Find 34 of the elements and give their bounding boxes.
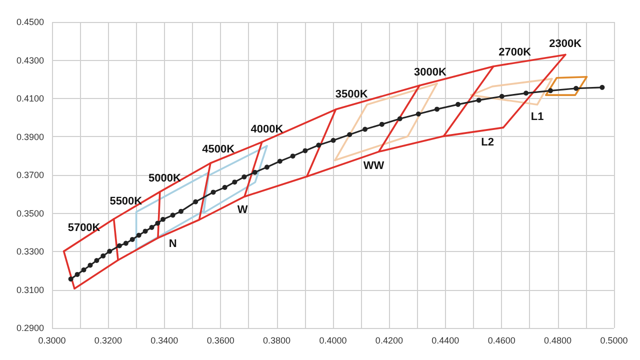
x-tick-label: 0.3400: [150, 336, 178, 346]
annotation: 3000K: [414, 66, 446, 78]
annotation: 2300K: [549, 38, 582, 50]
annotation: 5500K: [110, 195, 142, 208]
y-tick-label: 0.4100: [16, 94, 44, 104]
annotation: 3500K: [335, 88, 368, 101]
annotation: L1: [530, 111, 544, 124]
y-tick-label: 0.3500: [16, 208, 44, 218]
annotation: WW: [363, 160, 385, 172]
x-tick-label: 0.5000: [600, 336, 628, 346]
x-tick-label: 0.4400: [432, 336, 460, 346]
x-tick-label: 0.3000: [38, 336, 66, 346]
annotation: W: [237, 204, 248, 216]
annotation: 2700K: [498, 46, 532, 58]
x-tick-label: 0.4000: [319, 336, 347, 346]
y-tick-label: 0.3900: [16, 132, 44, 142]
annotation: 5000K: [148, 172, 181, 185]
y-tick-label: 0.4500: [16, 17, 44, 27]
x-tick-label: 0.3200: [94, 336, 122, 346]
x-tick-label: 0.4800: [544, 336, 572, 346]
annotation: 4000K: [250, 123, 284, 136]
x-tick-label: 0.4600: [488, 336, 516, 346]
annotation: N: [168, 238, 177, 250]
x-tick-label: 0.3800: [263, 336, 291, 346]
annotation: 5700K: [68, 222, 100, 234]
y-tick-label: 0.4300: [16, 55, 44, 66]
annotation: L2: [481, 136, 494, 148]
y-tick-label: 0.3700: [16, 170, 44, 180]
y-tick-label: 0.3300: [16, 246, 44, 256]
x-tick-label: 0.3600: [206, 336, 234, 346]
y-tick-label: 0.2900: [16, 323, 44, 333]
annotation: 4500K: [202, 143, 235, 156]
y-tick-label: 0.3100: [16, 284, 44, 295]
x-tick-label: 0.4200: [375, 336, 403, 346]
